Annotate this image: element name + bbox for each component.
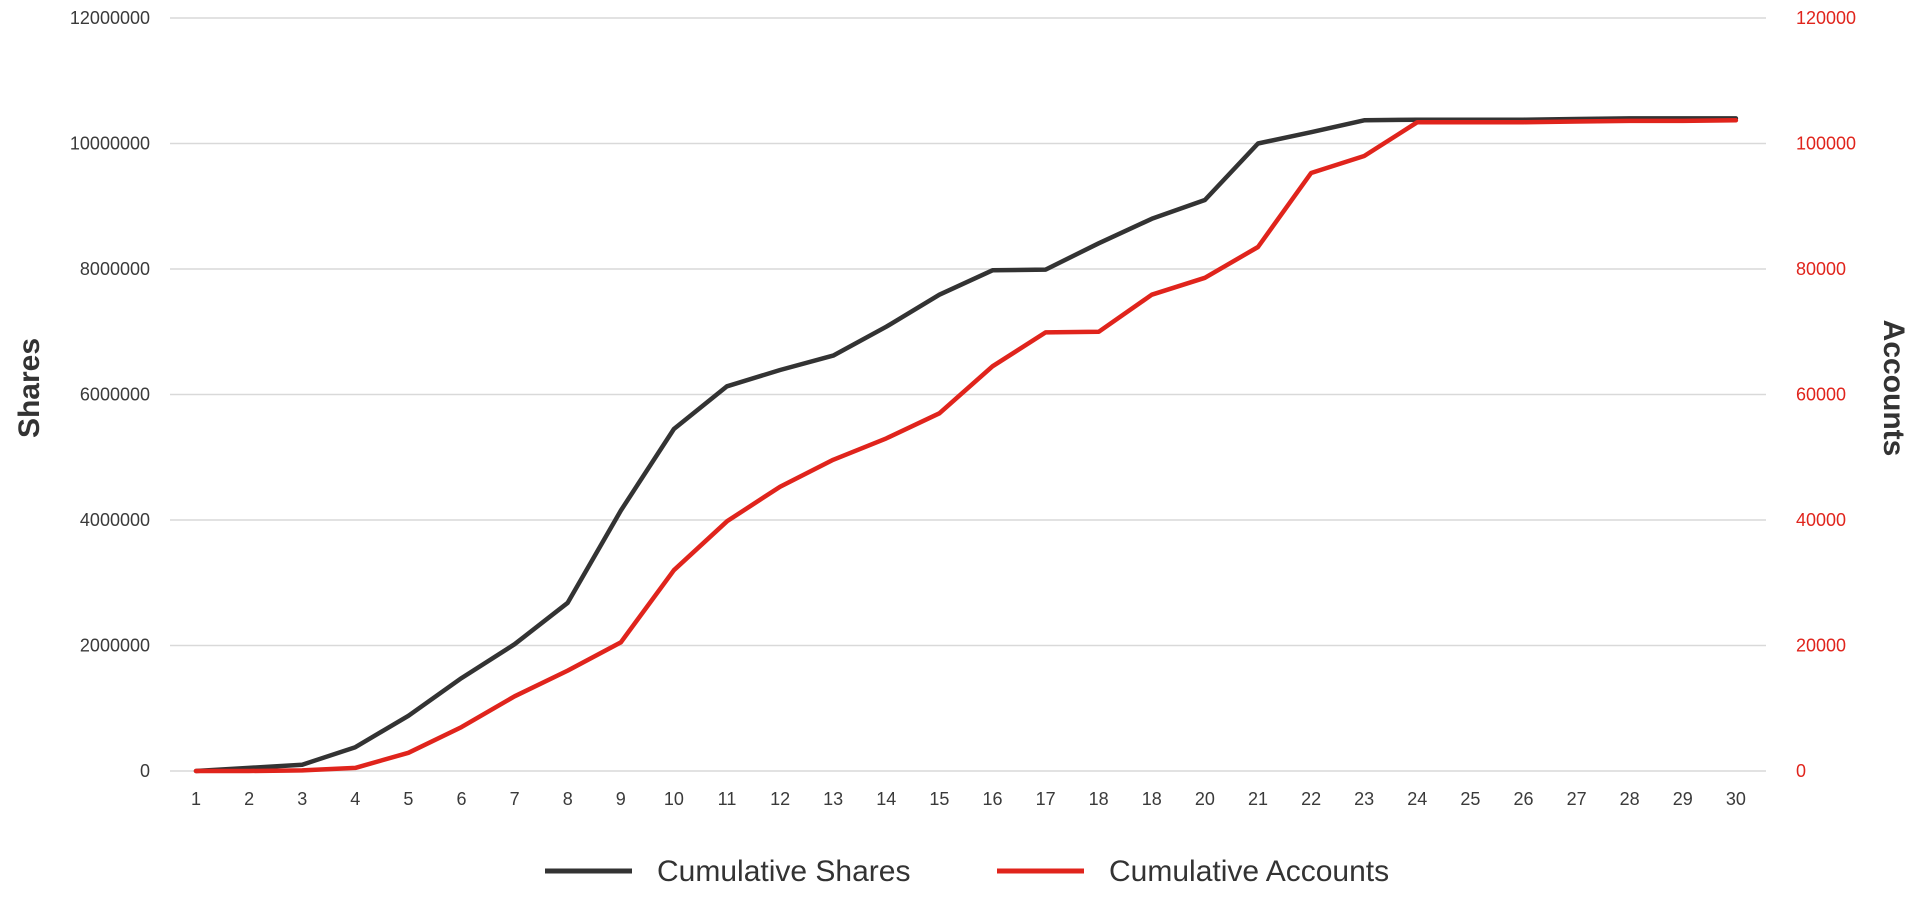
series-lines (193, 116, 1739, 774)
x-tick-label: 24 (1407, 789, 1427, 809)
left-tick-label: 4000000 (80, 510, 150, 530)
x-tick-label: 15 (929, 789, 949, 809)
left-axis-ticks: 0 2000000 4000000 6000000 8000000 10000000 120… (70, 8, 150, 781)
right-tick-label: 40000 (1796, 510, 1846, 530)
series-line-cumulative-accounts (193, 118, 1739, 774)
right-tick-label: 120000 (1796, 8, 1856, 28)
x-tick-label: 13 (823, 789, 843, 809)
x-tick-label: 18 (1142, 789, 1162, 809)
legend-label-cumulative-accounts: Cumulative Accounts (1109, 855, 1389, 888)
left-tick-label: 6000000 (80, 385, 150, 405)
x-tick-label: 9 (616, 789, 626, 809)
x-tick-label: 10 (664, 789, 684, 809)
x-tick-label: 11 (718, 789, 737, 809)
right-axis-ticks: 0 20000 40000 60000 80000 100000 120000 (1796, 8, 1856, 781)
legend-label-cumulative-shares: Cumulative Shares (657, 855, 910, 888)
right-tick-label: 100000 (1796, 134, 1856, 154)
x-tick-label: 7 (510, 789, 520, 809)
x-tick-label: 1 (191, 789, 201, 809)
right-tick-label: 80000 (1796, 259, 1846, 279)
left-tick-label: 2000000 (80, 636, 150, 656)
x-tick-label: 30 (1726, 789, 1746, 809)
x-tick-label: 8 (563, 789, 573, 809)
x-tick-label: 22 (1301, 789, 1321, 809)
x-tick-label: 28 (1620, 789, 1640, 809)
x-tick-label: 25 (1460, 789, 1480, 809)
x-tick-label: 17 (1036, 789, 1056, 809)
x-tick-label: 23 (1354, 789, 1374, 809)
x-tick-label: 18 (1089, 789, 1109, 809)
x-tick-label: 20 (1195, 789, 1215, 809)
left-tick-label: 10000000 (70, 134, 150, 154)
right-tick-label: 0 (1796, 761, 1806, 781)
series-line-cumulative-shares (193, 116, 1739, 774)
left-axis-title: Shares (13, 338, 46, 438)
legend: Cumulative Shares Cumulative Accounts (545, 855, 1389, 888)
right-tick-label: 20000 (1796, 636, 1846, 656)
x-tick-label: 12 (770, 789, 790, 809)
x-tick-label: 21 (1248, 789, 1268, 809)
x-tick-label: 29 (1673, 789, 1693, 809)
right-tick-label: 60000 (1796, 385, 1846, 405)
x-tick-label: 26 (1513, 789, 1533, 809)
x-tick-label: 4 (350, 789, 360, 809)
left-tick-label: 8000000 (80, 259, 150, 279)
x-tick-label: 3 (297, 789, 307, 809)
gridlines (170, 17, 1766, 772)
x-tick-label: 16 (982, 789, 1002, 809)
right-axis-title: Accounts (1877, 320, 1910, 457)
left-tick-label: 12000000 (70, 8, 150, 28)
x-tick-label: 2 (244, 789, 254, 809)
x-tick-label: 5 (403, 789, 413, 809)
x-tick-label: 27 (1567, 789, 1587, 809)
x-tick-label: 14 (876, 789, 896, 809)
left-tick-label: 0 (140, 761, 150, 781)
x-axis-ticks: 1 2 3 4 5 6 7 8 9 10 11 12 13 14 15 16 17 18 18 20 21 22 23 24 2… (191, 789, 1746, 809)
x-tick-label: 6 (456, 789, 466, 809)
